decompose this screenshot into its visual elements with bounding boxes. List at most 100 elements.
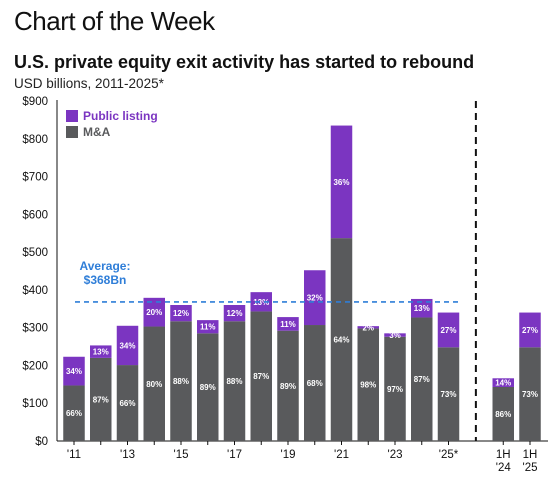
data-label-public-listing: 12% — [226, 309, 242, 318]
page-header: Chart of the Week — [14, 6, 215, 36]
data-label-ma: 87% — [414, 375, 430, 384]
data-label-public-listing: 13% — [253, 298, 269, 307]
bar-public-listing — [277, 317, 299, 331]
data-label-ma: 89% — [200, 383, 216, 392]
data-label-public-listing: 36% — [333, 178, 349, 187]
data-label-public-listing: 11% — [280, 320, 296, 329]
data-label-public-listing: 2% — [362, 323, 374, 332]
bar-public-listing — [357, 326, 379, 329]
average-value: $368Bn — [84, 273, 127, 287]
data-label-public-listing: 14% — [495, 379, 511, 388]
bar-ma — [197, 333, 219, 441]
data-label-public-listing: 13% — [414, 304, 430, 313]
data-label-public-listing: 32% — [307, 294, 323, 303]
bar-public-listing — [116, 325, 139, 366]
bar-ma — [63, 385, 85, 441]
data-label-public-listing: 34% — [66, 367, 82, 376]
bar-public-listing — [411, 298, 433, 318]
data-label-ma: 87% — [253, 372, 269, 381]
bar-ma — [90, 357, 112, 441]
data-label-ma: 80% — [146, 380, 162, 389]
bar-public-listing — [250, 292, 272, 312]
y-tick-label: $0 — [35, 436, 48, 448]
bar-ma — [519, 347, 541, 441]
data-label-public-listing: 12% — [173, 309, 189, 318]
legend-label-public-listing: Public listing — [83, 109, 158, 123]
x-tick-label: '17 — [227, 449, 242, 461]
y-tick-label: $900 — [22, 96, 48, 108]
data-label-ma: 98% — [360, 381, 376, 390]
average-label: Average: — [80, 259, 131, 273]
x-tick-label: 1H — [523, 449, 538, 461]
data-label-ma: 97% — [387, 385, 403, 394]
bar-public-listing — [223, 305, 246, 322]
data-label-ma: 64% — [333, 336, 349, 345]
bar-ma — [143, 326, 165, 441]
legend-label-ma: M&A — [83, 125, 111, 139]
bar-public-listing — [170, 305, 192, 322]
y-tick-label: $300 — [22, 323, 48, 335]
bar-public-listing — [384, 333, 406, 337]
bar-ma — [277, 330, 299, 441]
chart-title: U.S. private equity exit activity has st… — [14, 52, 475, 72]
data-label-ma: 73% — [522, 390, 538, 399]
data-label-ma: 88% — [173, 377, 189, 386]
y-tick-label: $700 — [22, 172, 48, 184]
data-label-ma: 87% — [93, 395, 109, 404]
y-tick-label: $400 — [22, 285, 48, 297]
bar-public-listing — [304, 270, 326, 326]
data-label-public-listing: 27% — [522, 326, 538, 335]
bar-ma — [330, 238, 353, 441]
bar-ma — [437, 347, 460, 441]
bar-ma — [170, 321, 192, 441]
legend-swatch-ma — [66, 126, 78, 138]
bar-ma — [304, 325, 326, 441]
data-label-public-listing: 20% — [146, 308, 162, 317]
data-label-public-listing: 27% — [440, 326, 456, 335]
data-label-ma: 86% — [495, 410, 511, 419]
bar-public-listing — [519, 312, 541, 348]
bar-ma — [357, 328, 379, 441]
bar-ma — [250, 311, 272, 441]
bar-public-listing — [437, 312, 460, 348]
bar-ma — [116, 365, 139, 441]
data-label-public-listing: 13% — [93, 348, 109, 357]
bar-ma — [223, 321, 246, 441]
data-label-ma: 88% — [226, 377, 242, 386]
x-tick-label: '19 — [281, 449, 296, 461]
data-label-ma: 66% — [66, 409, 82, 418]
bar-public-listing — [330, 125, 353, 239]
data-label-public-listing: 34% — [119, 341, 135, 350]
bar-ma — [384, 336, 406, 441]
x-tick-label: '15 — [174, 449, 189, 461]
data-label-public-listing: 3% — [389, 331, 401, 340]
data-label-ma: 73% — [440, 390, 456, 399]
bar-public-listing — [90, 345, 112, 358]
y-tick-label: $100 — [22, 398, 48, 410]
x-tick-label: 1H — [496, 449, 511, 461]
y-tick-label: $500 — [22, 247, 48, 259]
bar-public-listing — [143, 297, 165, 327]
x-tick-label: '25 — [523, 462, 538, 474]
data-label-ma: 89% — [280, 382, 296, 391]
legend-swatch-public-listing — [66, 110, 78, 122]
bar-public-listing — [492, 378, 514, 387]
data-label-ma: 68% — [307, 379, 323, 388]
x-tick-label: '25* — [439, 449, 459, 461]
bar-public-listing — [63, 356, 85, 386]
x-tick-label: '24 — [496, 462, 512, 474]
x-tick-label: '11 — [67, 449, 81, 461]
bar-ma — [492, 386, 514, 441]
bar-public-listing — [197, 320, 219, 334]
x-tick-label: '23 — [388, 449, 403, 461]
x-tick-label: '13 — [120, 449, 135, 461]
y-tick-label: $200 — [22, 360, 48, 372]
chart-subtitle: USD billions, 2011-2025* — [14, 76, 164, 91]
y-tick-label: $600 — [22, 209, 48, 221]
x-tick-label: '21 — [334, 449, 349, 461]
bar-ma — [411, 317, 433, 441]
data-label-ma: 66% — [119, 399, 135, 408]
y-tick-label: $800 — [22, 134, 48, 146]
data-label-public-listing: 11% — [200, 323, 216, 332]
